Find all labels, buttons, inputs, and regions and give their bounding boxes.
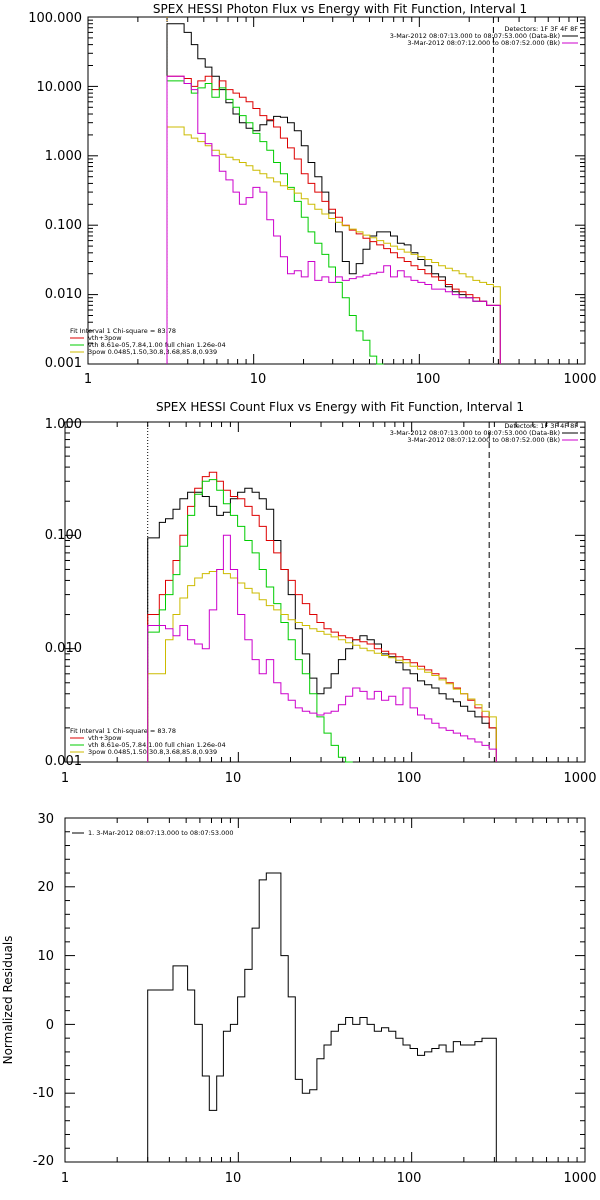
ytick-label: 30	[37, 812, 54, 827]
series-line	[147, 569, 497, 762]
legend-entry: 1. 3-Mar-2012 08:07:13.000 to 08:07:53.0…	[88, 829, 234, 837]
series-line	[166, 80, 384, 365]
legend-fit-header: Fit Interval 1 Chi-square = 83.78	[70, 727, 176, 735]
legend-top-right: Detectors: 1F 3F 4F 8F 3-Mar-2012 08:07:…	[390, 422, 579, 444]
chart-title: SPEX HESSI Photon Flux vs Energy with Fi…	[153, 2, 527, 16]
legend-fit-header: Fit Interval 1 Chi-square = 83.78	[70, 327, 176, 335]
series-line	[166, 75, 501, 364]
ytick-label: 0.010	[45, 287, 82, 302]
legend-header: Detectors: 1F 3F 4F 8F	[504, 25, 578, 33]
plot-area	[64, 817, 586, 1163]
plot-frame	[64, 817, 586, 1163]
legend-fit-entry: 3pow 0.0485,1.50,30.8,3.68,85.8,0.939	[88, 748, 217, 756]
legend-top-left: 1. 3-Mar-2012 08:07:13.000 to 08:07:53.0…	[72, 829, 234, 837]
plot-area	[64, 421, 586, 763]
legend-entry-bk: 3-Mar-2012 08:07:12.000 to 08:07:52.000 …	[407, 436, 560, 444]
ytick-label: 1.000	[45, 417, 82, 432]
ytick-label: 100.000	[28, 11, 82, 26]
legend-bottom-left: Fit Interval 1 Chi-square = 83.78 vth+3p…	[70, 727, 226, 756]
series-line	[147, 471, 497, 762]
xtick-label: 10	[225, 1171, 242, 1186]
legend-fit-entry: 3pow 0.0485,1.50,30.8,3.68,85.8,0.939	[88, 348, 217, 356]
legend-header: Detectors: 1F 3F 4F 8F	[504, 422, 578, 430]
plot-area	[87, 16, 586, 365]
xtick-labels: 1 10 100 1000	[84, 372, 597, 387]
legend-fit-entry: vth+3pow	[88, 734, 122, 742]
ytick-label: 10.000	[37, 80, 83, 95]
series-line	[147, 534, 497, 762]
xtick-label: 1	[61, 771, 69, 786]
legend-entry-bk: 3-Mar-2012 08:07:12.000 to 08:07:52.000 …	[407, 39, 560, 47]
xtick-label: 1000	[563, 771, 596, 786]
plot-layer	[64, 16, 586, 1163]
legend-bottom-left: Fit Interval 1 Chi-square = 83.78 vth+3p…	[70, 327, 226, 356]
series-line	[147, 479, 353, 763]
xtick-label: 10	[225, 771, 242, 786]
panel-count-flux: SPEX HESSI Count Flux vs Energy with Fit…	[45, 400, 597, 786]
ytick-labels: 1.000 0.100 0.010 0.001	[45, 417, 82, 769]
ytick-label: 0.100	[45, 528, 82, 543]
y-axis-label: Normalized Residuals	[1, 936, 15, 1065]
ytick-label: 20	[37, 880, 54, 895]
xtick-label: 1000	[563, 1171, 596, 1186]
xtick-label: 10	[250, 372, 267, 387]
series-line	[166, 126, 501, 364]
series-line	[166, 23, 501, 364]
ytick-labels: 100.000 10.000 1.000 0.100 0.010 0.001	[28, 11, 82, 371]
panel-photon-flux: SPEX HESSI Photon Flux vs Energy with Fi…	[28, 2, 596, 387]
xtick-label: 100	[397, 1171, 422, 1186]
xtick-label: 100	[397, 771, 422, 786]
ytick-label: 0.100	[45, 218, 82, 233]
legend-entry-data: 3-Mar-2012 08:07:13.000 to 08:07:53.000 …	[390, 429, 560, 437]
panel-residuals: Normalized Residuals 30 20 10 0 -10 -20 …	[1, 812, 597, 1186]
ytick-label: -10	[33, 1086, 54, 1101]
ytick-label: -20	[33, 1154, 54, 1169]
ytick-label: 0.001	[45, 356, 82, 371]
xtick-label: 1	[61, 1171, 69, 1186]
legend-fit-entry: vth 8.61e-05,7.84,1.00 full chian 1.26e-…	[88, 741, 226, 749]
legend-top-right: Detectors: 1F 3F 4F 8F 3-Mar-2012 08:07:…	[390, 25, 579, 47]
ytick-label: 1.000	[45, 149, 82, 164]
xtick-labels: 1 10 100 1000	[61, 771, 597, 786]
plot-frame	[87, 16, 586, 365]
ytick-labels: 30 20 10 0 -10 -20	[33, 812, 54, 1169]
legend-fit-entry: vth 8.61e-05,7.84,1.00 full chian 1.26e-…	[88, 341, 226, 349]
ytick-label: 0.010	[45, 641, 82, 656]
series-line	[166, 75, 501, 364]
series-line	[147, 487, 497, 762]
xtick-label: 1	[84, 372, 92, 387]
ytick-label: 10	[37, 949, 54, 964]
plot-frame	[64, 421, 586, 763]
xtick-label: 1000	[563, 372, 596, 387]
xtick-labels: 1 10 100 1000	[61, 1171, 597, 1186]
legend-fit-entry: vth+3pow	[88, 334, 122, 342]
chart-title: SPEX HESSI Count Flux vs Energy with Fit…	[156, 400, 524, 414]
legend-entry-data: 3-Mar-2012 08:07:13.000 to 08:07:53.000 …	[390, 32, 560, 40]
ytick-label: 0	[46, 1018, 54, 1033]
series-line	[147, 872, 497, 1162]
xtick-label: 100	[416, 372, 441, 387]
ytick-label: 0.001	[45, 754, 82, 769]
